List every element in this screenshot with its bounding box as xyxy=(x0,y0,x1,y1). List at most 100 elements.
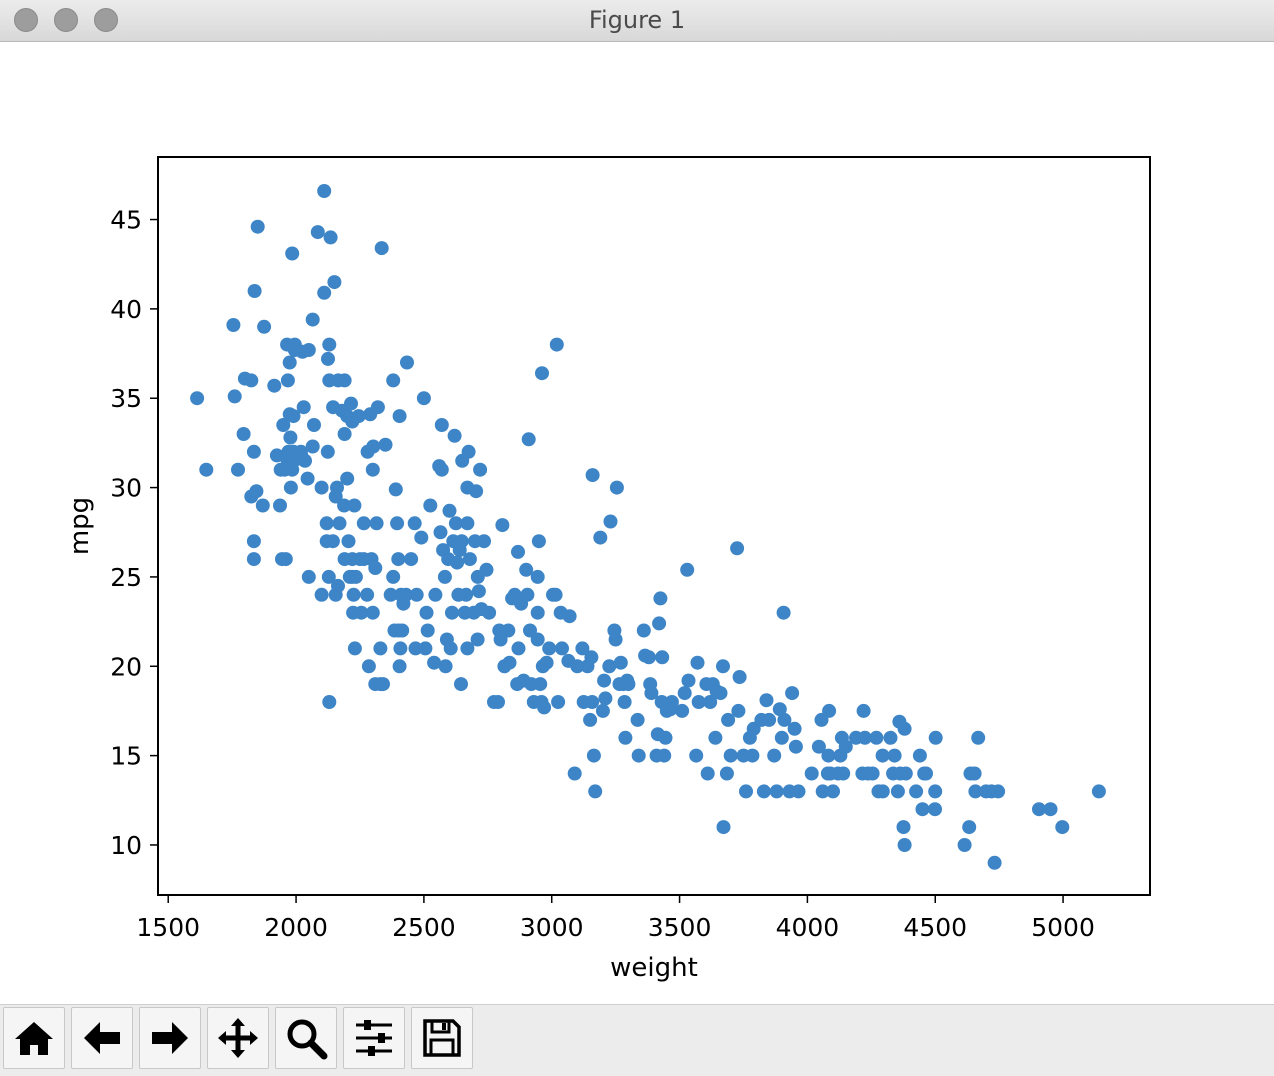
home-button[interactable] xyxy=(3,1007,65,1069)
data-point xyxy=(460,516,475,531)
data-point xyxy=(276,418,291,432)
data-point xyxy=(583,712,598,727)
data-point xyxy=(603,514,618,529)
x-tick-label: 3500 xyxy=(648,913,712,942)
data-point xyxy=(390,516,405,531)
data-point xyxy=(247,284,262,298)
data-point xyxy=(653,591,668,606)
data-point xyxy=(636,623,651,638)
data-point xyxy=(322,695,337,709)
floppy-disk-icon xyxy=(423,1019,461,1057)
y-tick-label: 30 xyxy=(110,474,142,503)
close-window-button[interactable] xyxy=(14,8,38,32)
data-point xyxy=(460,641,475,656)
data-point xyxy=(716,659,730,674)
data-point xyxy=(875,784,890,799)
data-point xyxy=(598,691,613,706)
data-point xyxy=(325,534,340,549)
data-point xyxy=(314,587,329,602)
data-point xyxy=(785,686,800,701)
data-point xyxy=(530,605,545,620)
pan-button[interactable] xyxy=(207,1007,269,1069)
data-point xyxy=(680,562,695,577)
data-point xyxy=(283,480,298,495)
data-point xyxy=(395,623,410,638)
data-point xyxy=(883,730,898,745)
data-point xyxy=(278,552,293,567)
data-point xyxy=(227,389,242,404)
data-point xyxy=(815,784,830,799)
data-point xyxy=(337,373,352,388)
data-point xyxy=(539,655,554,670)
save-button[interactable] xyxy=(411,1007,473,1069)
y-tick-label: 40 xyxy=(110,295,142,324)
data-point xyxy=(442,503,457,518)
data-point xyxy=(608,632,623,647)
data-point xyxy=(246,534,261,549)
data-point xyxy=(301,569,316,584)
data-point xyxy=(856,703,871,718)
data-point xyxy=(890,784,905,799)
data-point xyxy=(366,439,381,454)
data-point xyxy=(471,584,486,599)
x-tick-label: 4500 xyxy=(903,913,967,942)
data-point xyxy=(530,632,545,647)
data-point xyxy=(450,555,465,570)
data-point xyxy=(321,569,336,584)
data-point xyxy=(609,480,624,495)
data-point xyxy=(542,641,557,656)
x-tick-label: 2000 xyxy=(264,913,328,942)
forward-button[interactable] xyxy=(139,1007,201,1069)
data-point xyxy=(368,561,383,575)
data-point xyxy=(658,730,673,745)
zoom-window-button[interactable] xyxy=(94,8,118,32)
data-point xyxy=(473,462,488,477)
data-point xyxy=(756,784,771,799)
data-point xyxy=(593,530,608,545)
magnifier-icon xyxy=(287,1019,328,1060)
data-point xyxy=(957,838,972,852)
data-point xyxy=(388,482,403,497)
minimize-window-button[interactable] xyxy=(54,8,78,32)
data-point xyxy=(419,605,434,620)
data-point xyxy=(531,534,546,549)
data-point xyxy=(621,677,636,692)
zoom-button[interactable] xyxy=(275,1007,337,1069)
data-point xyxy=(365,605,380,620)
data-point xyxy=(356,516,371,531)
data-point xyxy=(535,366,549,381)
y-tick-label: 20 xyxy=(110,652,142,681)
data-point xyxy=(321,351,335,366)
data-point xyxy=(774,730,789,745)
data-point xyxy=(732,670,747,684)
data-point xyxy=(971,730,986,745)
data-point xyxy=(479,562,494,577)
data-point xyxy=(721,712,736,727)
data-point xyxy=(681,673,696,688)
x-axis-label: weight xyxy=(610,953,698,983)
data-point xyxy=(491,695,505,709)
configure-subplots-button[interactable] xyxy=(343,1007,405,1069)
data-point xyxy=(267,378,282,393)
data-point xyxy=(745,748,760,763)
data-point xyxy=(323,230,338,245)
data-point xyxy=(392,409,407,424)
data-point xyxy=(511,544,525,559)
data-point xyxy=(257,319,272,334)
data-point xyxy=(438,659,453,674)
data-point xyxy=(433,525,448,540)
data-point xyxy=(723,748,738,763)
data-point xyxy=(762,712,777,727)
window-title: Figure 1 xyxy=(588,6,686,34)
data-point xyxy=(332,516,347,531)
data-point xyxy=(391,552,406,567)
x-tick-label: 5000 xyxy=(1031,913,1095,942)
data-point xyxy=(420,623,435,638)
data-point xyxy=(519,562,534,577)
back-button[interactable] xyxy=(71,1007,133,1069)
data-point xyxy=(896,820,911,835)
data-point xyxy=(730,541,745,556)
move-icon xyxy=(218,1018,258,1058)
data-point xyxy=(689,748,704,763)
x-tick-label: 2500 xyxy=(392,913,456,942)
